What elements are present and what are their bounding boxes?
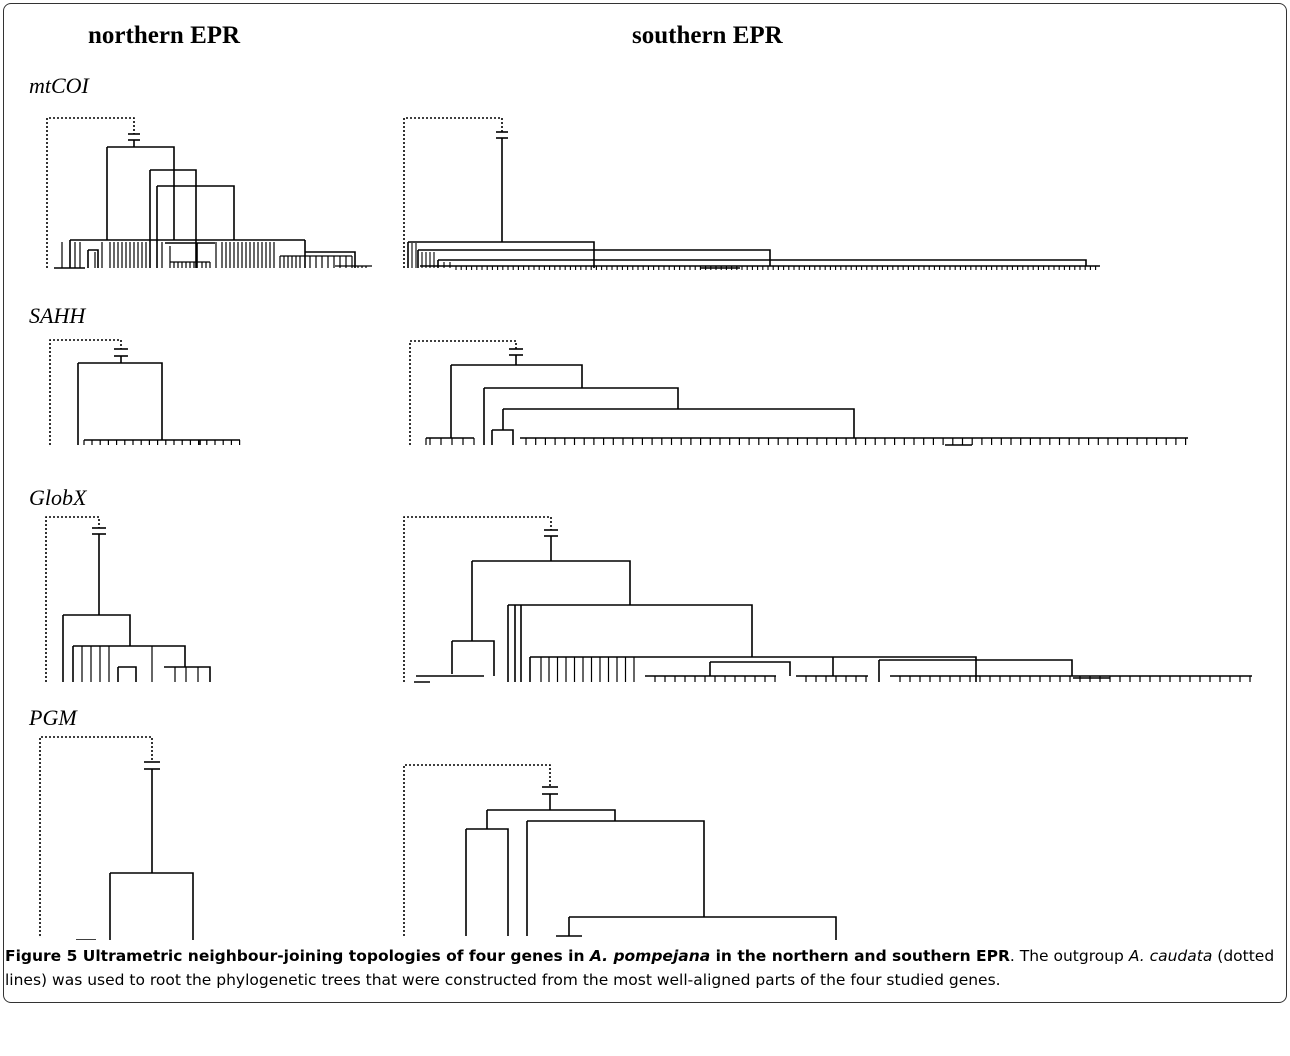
internal-branch bbox=[106, 140, 235, 268]
root-break-mark bbox=[92, 527, 106, 535]
root-break-mark bbox=[144, 761, 160, 770]
figure-frame bbox=[3, 3, 1287, 1003]
caption-text-2: (dotted lines) was used to root the phyl… bbox=[5, 947, 1275, 989]
tree-globx-northern bbox=[45, 516, 211, 682]
tree-globx-southern bbox=[403, 516, 1252, 683]
column-title-northern: northern EPR bbox=[88, 22, 241, 49]
outgroup-branch bbox=[403, 764, 551, 936]
tip-comb bbox=[81, 646, 199, 682]
outgroup-branch bbox=[46, 117, 135, 268]
crown-branches bbox=[117, 666, 211, 682]
outgroup-branch bbox=[39, 736, 153, 936]
internal-branch bbox=[451, 536, 977, 682]
tip-comb bbox=[411, 243, 1097, 270]
tip-comb bbox=[61, 242, 372, 268]
column-title-southern: southern EPR bbox=[632, 22, 783, 49]
crown-branches bbox=[556, 935, 582, 937]
tree-pgm-northern bbox=[39, 736, 194, 940]
tree-sahh-northern bbox=[49, 339, 241, 445]
gene-label-pgm: PGM bbox=[29, 705, 77, 730]
tree-mtcoi-northern bbox=[46, 117, 372, 269]
caption-title-part-1: Ultrametric neighbour-joining topologies… bbox=[77, 947, 590, 965]
tree-pgm-southern bbox=[403, 764, 837, 940]
root-break-mark bbox=[128, 133, 140, 141]
gene-label-sahh: SAHH bbox=[29, 303, 86, 328]
crown-branches bbox=[84, 439, 240, 445]
caption-text-1: . The outgroup bbox=[1009, 947, 1129, 965]
tree-mtcoi-southern bbox=[403, 117, 1100, 270]
outgroup-branch bbox=[403, 516, 552, 682]
internal-branch bbox=[62, 534, 186, 682]
gene-label-globx: GlobX bbox=[29, 485, 87, 510]
internal-branch bbox=[407, 138, 1087, 268]
crown-branches bbox=[414, 605, 1252, 683]
caption-label: Figure 5 bbox=[5, 947, 78, 965]
root-break-mark bbox=[509, 348, 523, 356]
gene-label-mtcoi: mtCOI bbox=[29, 73, 89, 98]
tip-comb bbox=[540, 657, 1251, 682]
crown-branches bbox=[420, 265, 1100, 269]
outgroup-branch bbox=[403, 117, 503, 268]
internal-branch bbox=[465, 794, 837, 940]
root-break-mark bbox=[496, 131, 508, 139]
tree-sahh-southern bbox=[409, 340, 1188, 446]
crown-branches bbox=[426, 429, 1188, 446]
internal-branch bbox=[77, 356, 163, 445]
root-break-mark bbox=[542, 786, 558, 795]
internal-branch bbox=[109, 769, 194, 940]
phylogenetic-trees bbox=[39, 117, 1252, 940]
caption-species-name: A. pompejana bbox=[589, 947, 711, 965]
caption-title-part-2: in the northern and southern EPR bbox=[710, 947, 1010, 965]
figure-caption: Figure 5 Ultrametric neighbour-joining t… bbox=[5, 944, 1285, 992]
tip-comb bbox=[83, 440, 241, 445]
outgroup-branch bbox=[49, 339, 122, 445]
crown-branches bbox=[54, 239, 356, 269]
caption-outgroup-name: A. caudata bbox=[1128, 947, 1213, 965]
root-break-mark bbox=[544, 529, 558, 537]
internal-branch bbox=[450, 355, 855, 445]
tip-comb bbox=[425, 438, 1187, 445]
root-break-mark bbox=[114, 348, 128, 357]
outgroup-branch bbox=[409, 340, 517, 445]
